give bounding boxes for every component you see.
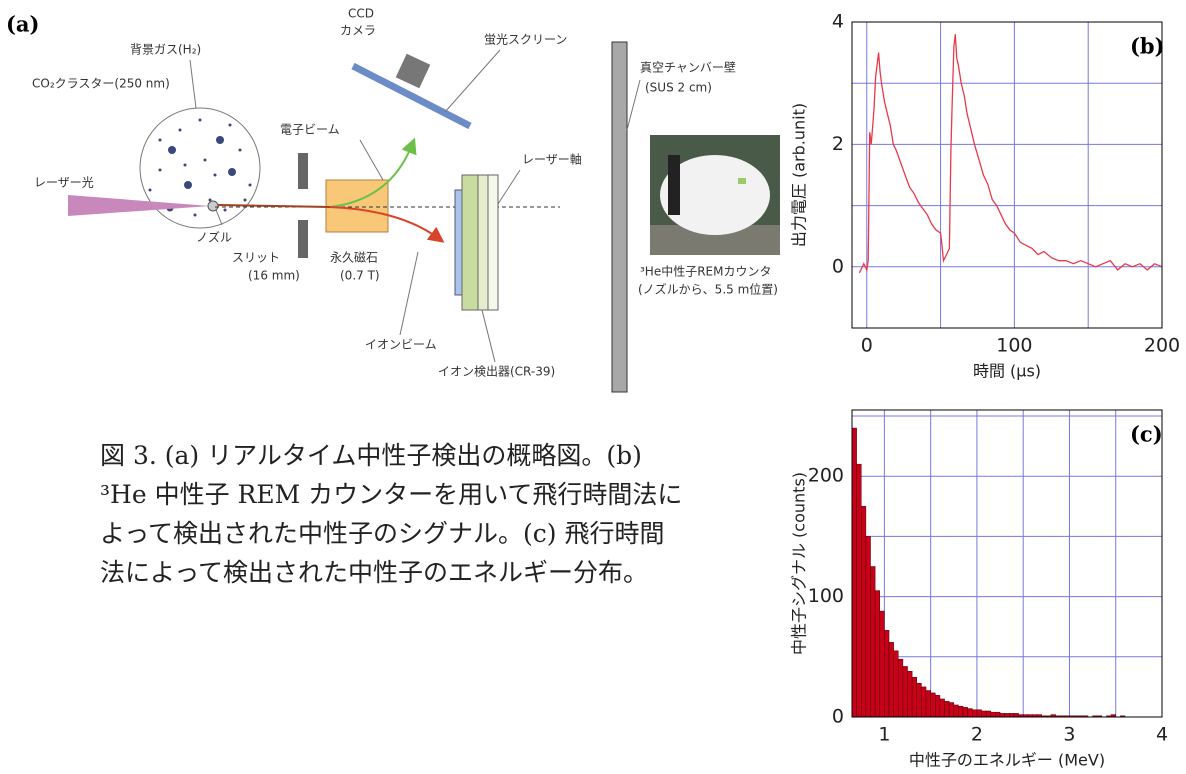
bar <box>968 709 973 717</box>
x-axis-title: 時間 (μs) <box>973 362 1041 381</box>
label: (SUS 2 cm) <box>645 81 712 95</box>
bar <box>977 710 982 717</box>
plot-area <box>852 22 1162 328</box>
label: (ノズルから、5.5 m位置) <box>638 282 778 297</box>
panel-label: (a) <box>6 12 39 37</box>
label: ノズル <box>196 230 232 245</box>
bar <box>903 666 908 717</box>
bar <box>991 712 996 717</box>
bar <box>945 701 950 717</box>
leader <box>627 80 640 130</box>
bar <box>926 691 931 717</box>
bar <box>908 671 913 717</box>
label: レーザー軸 <box>522 153 582 167</box>
nozzle <box>208 201 218 211</box>
y-tick-label: 0 <box>832 255 844 277</box>
bar <box>917 683 922 717</box>
y-tick-label: 100 <box>808 585 844 607</box>
x-tick-label: 0 <box>861 335 873 357</box>
bar <box>871 567 876 717</box>
cluster-inset <box>140 108 260 228</box>
slit <box>298 220 308 258</box>
bar <box>1005 713 1010 717</box>
ccd-camera <box>396 54 431 89</box>
chamber-wall <box>612 42 627 392</box>
bar <box>940 699 945 717</box>
bar <box>958 706 963 717</box>
bar <box>972 710 977 717</box>
x-tick-label: 1 <box>878 724 890 746</box>
leader <box>360 140 383 180</box>
bar <box>949 703 954 717</box>
bar <box>857 464 862 717</box>
x-axis-title: 中性子のエネルギー (MeV) <box>909 751 1105 770</box>
y-tick-label: 200 <box>808 465 844 487</box>
label: カメラ <box>340 24 376 38</box>
label: イオン検出器(CR-39) <box>438 365 555 379</box>
caption: 図 3. (a) リアルタイム中性子検出の概略図。(b) ³He 中性子 REM… <box>100 436 685 592</box>
label: レーザー光 <box>34 176 94 190</box>
bar <box>935 695 940 717</box>
bar <box>880 611 885 717</box>
x-tick-label: 200 <box>1144 335 1180 357</box>
bar <box>982 711 987 717</box>
bar <box>912 677 917 717</box>
label: ³He中性子REMカウンタ <box>640 264 772 279</box>
bar <box>921 687 926 717</box>
page: (a) 背景ガス(H₂) CO₂クラスター(250 nm) レーザー光 ノズル … <box>0 0 1186 774</box>
leader <box>400 252 418 335</box>
bar <box>931 693 936 717</box>
bar <box>866 536 871 717</box>
detector <box>462 175 478 310</box>
bar <box>963 707 968 717</box>
panel-label: (c) <box>1130 422 1163 447</box>
detector <box>478 175 488 310</box>
leader <box>498 170 520 204</box>
schematic: (a) 背景ガス(H₂) CO₂クラスター(250 nm) レーザー光 ノズル … <box>6 7 780 393</box>
bar <box>1000 713 1005 717</box>
label: CCD <box>348 7 374 21</box>
x-tick-label: 3 <box>1063 724 1075 746</box>
slit <box>298 153 308 189</box>
leader <box>445 50 500 112</box>
bar <box>1009 713 1014 717</box>
label: イオンビーム <box>365 338 437 352</box>
x-tick-label: 4 <box>1156 724 1168 746</box>
y-tick-label: 0 <box>832 706 844 728</box>
bar <box>898 659 903 717</box>
label: (16 mm) <box>248 269 300 283</box>
label: 永久磁石 <box>330 250 378 265</box>
label: (0.7 T) <box>340 269 380 283</box>
label: 真空チャンバー壁 <box>640 60 736 75</box>
leader <box>190 60 196 108</box>
label: 背景ガス(H₂) <box>130 43 201 57</box>
bar <box>884 630 889 717</box>
figure: (a) 背景ガス(H₂) CO₂クラスター(250 nm) レーザー光 ノズル … <box>0 0 1186 774</box>
panel-label: (b) <box>1130 34 1165 59</box>
leader <box>482 310 495 362</box>
bar <box>875 591 880 717</box>
bar <box>861 506 866 717</box>
detector <box>488 175 498 310</box>
y-axis-title: 出力電圧 (arb.unit) <box>790 103 809 247</box>
y-tick-label: 4 <box>832 11 844 33</box>
label: 蛍光スクリーン <box>484 33 567 47</box>
bar <box>986 711 991 717</box>
bar <box>954 705 959 717</box>
bar <box>889 642 894 717</box>
label: スリット <box>232 251 280 265</box>
label: 電子ビーム <box>280 123 340 137</box>
bar <box>995 712 1000 717</box>
label: CO₂クラスター(250 nm) <box>32 77 170 91</box>
x-tick-label: 100 <box>996 335 1032 357</box>
rem-photo <box>650 135 780 255</box>
bar <box>1014 713 1019 717</box>
y-tick-label: 2 <box>832 133 844 155</box>
bar <box>852 428 857 717</box>
bar <box>894 651 899 717</box>
x-tick-label: 2 <box>971 724 983 746</box>
y-axis-title: 中性子シグナル (counts) <box>790 472 809 655</box>
